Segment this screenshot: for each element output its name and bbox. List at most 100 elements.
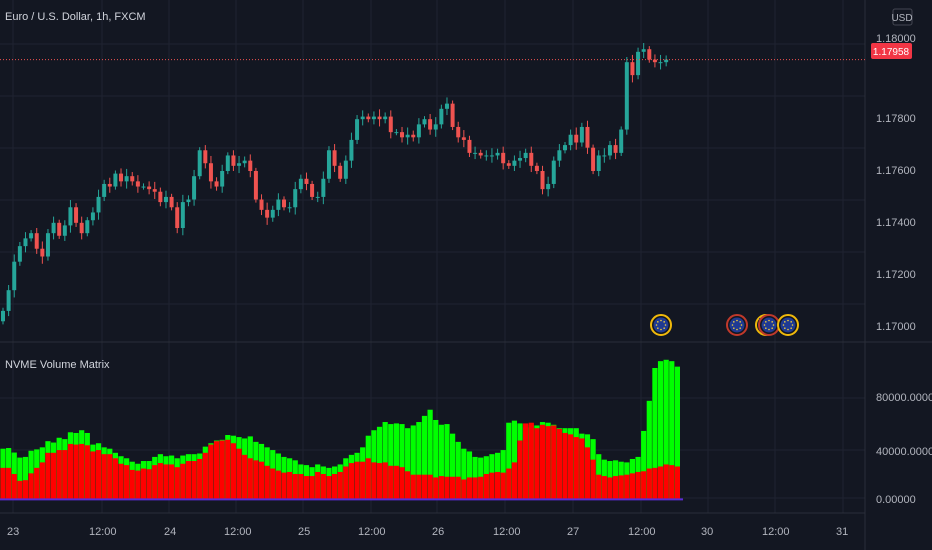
volume-bar-red — [399, 467, 405, 500]
volume-bar-green — [388, 424, 394, 500]
candle — [237, 163, 242, 166]
volume-axis-label: 0.00000 — [876, 494, 916, 506]
candle — [310, 183, 315, 197]
candle — [180, 202, 185, 228]
economic-events-row[interactable] — [650, 314, 799, 336]
time-label: 23 — [7, 526, 19, 538]
indicator-title[interactable]: NVME Volume Matrix — [5, 359, 110, 371]
volume-bar-red — [11, 474, 17, 500]
price-axis[interactable]: 1.18000 1.17800 1.17600 1.17400 1.17200 … — [876, 33, 916, 333]
eu-flag-base — [761, 317, 777, 333]
volume-bar-red — [185, 461, 192, 500]
volume-bar-red — [343, 466, 349, 500]
volume-bar-red — [612, 476, 619, 500]
volume-bar-red — [197, 458, 203, 500]
volume-bar-red — [169, 464, 175, 500]
candle — [282, 199, 286, 208]
volume-bar-red — [472, 477, 478, 500]
candle — [506, 163, 511, 166]
volume-bar-red — [494, 471, 501, 500]
eu-flag-icon[interactable] — [758, 314, 780, 336]
currency-button[interactable]: USD — [891, 8, 913, 26]
volume-bar-red — [174, 467, 180, 500]
volume-bar-red — [118, 463, 124, 500]
candle — [321, 178, 326, 197]
volume-bars — [0, 359, 684, 501]
time-label: 12:00 — [89, 526, 117, 538]
candle — [40, 248, 45, 257]
last-price-tag: 1.17958 — [871, 43, 912, 59]
candle — [383, 116, 388, 120]
volume-bar-green — [506, 422, 512, 500]
volume-bar-red — [421, 474, 428, 500]
candle — [197, 150, 202, 177]
volume-bar-red — [584, 447, 591, 500]
volume-bar-red — [545, 426, 551, 500]
eu-flag-star — [736, 319, 738, 322]
candle — [208, 163, 213, 182]
candle — [287, 207, 292, 209]
currency-button-frame — [892, 8, 913, 26]
eu-flag-star — [790, 327, 792, 329]
candle — [242, 160, 247, 164]
volume-bar-red — [315, 471, 321, 500]
candle — [495, 152, 500, 156]
candle — [501, 152, 506, 164]
volume-bar-red — [596, 474, 602, 500]
volume-bar-red — [28, 473, 34, 500]
volume-bar-red — [348, 463, 355, 500]
volume-bar-red — [466, 477, 473, 500]
volume-bar-red — [247, 458, 253, 500]
volume-bar-green — [466, 451, 473, 500]
candle — [124, 176, 129, 182]
volume-bar-red — [90, 451, 96, 500]
volume-bar-red — [416, 474, 422, 500]
candle — [90, 212, 95, 221]
eu-flag-icon[interactable] — [650, 314, 672, 336]
volume-bar-red — [405, 471, 411, 500]
candle — [613, 145, 618, 153]
eu-flag-star — [660, 319, 662, 322]
candle — [574, 134, 579, 143]
eu-flag-star — [763, 324, 766, 326]
volume-bar-red — [287, 471, 293, 500]
volume-bar-red — [551, 425, 557, 500]
volume-axis-label: 80000.00000 — [876, 392, 932, 404]
volume-bar-red — [129, 469, 135, 500]
volume-bar-green — [393, 423, 399, 500]
volume-bar-red — [652, 467, 658, 500]
eu-flag-icon[interactable] — [726, 314, 748, 336]
eu-flag-star — [660, 328, 662, 331]
candle — [304, 178, 309, 184]
volume-bar-red — [376, 463, 383, 500]
volume-bar-red — [112, 458, 118, 500]
currency-button-label: USD — [891, 13, 912, 24]
candle — [74, 207, 79, 223]
eu-flag-star — [655, 324, 658, 326]
volume-bar-red — [354, 461, 360, 500]
candle — [17, 246, 22, 262]
volume-bar-red — [635, 471, 641, 500]
candle — [147, 186, 152, 190]
price-label: 1.17600 — [876, 165, 916, 177]
symbol-title[interactable]: Euro / U.S. Dollar, 1h, FXCM — [5, 11, 146, 23]
volume-bar-red — [461, 479, 467, 500]
candle — [315, 196, 320, 198]
last-price-value: 1.17958 — [873, 47, 910, 58]
eu-flag-star — [791, 324, 794, 326]
eu-flag-star — [664, 324, 667, 326]
time-axis[interactable]: 23 12:00 24 12:00 25 12:00 26 12:00 27 1… — [7, 526, 848, 538]
volume-bar-red — [6, 467, 12, 500]
candle — [113, 173, 118, 187]
candle — [23, 238, 28, 247]
volume-bar-red — [152, 465, 158, 500]
candle — [79, 222, 84, 234]
candle — [225, 155, 230, 171]
candle — [253, 171, 258, 200]
indicator-axis[interactable]: 80000.00000 40000.00000 0.00000 — [876, 392, 932, 506]
eu-flag-star — [772, 324, 775, 326]
candle — [529, 152, 534, 166]
eu-flag-icon[interactable] — [777, 314, 799, 336]
